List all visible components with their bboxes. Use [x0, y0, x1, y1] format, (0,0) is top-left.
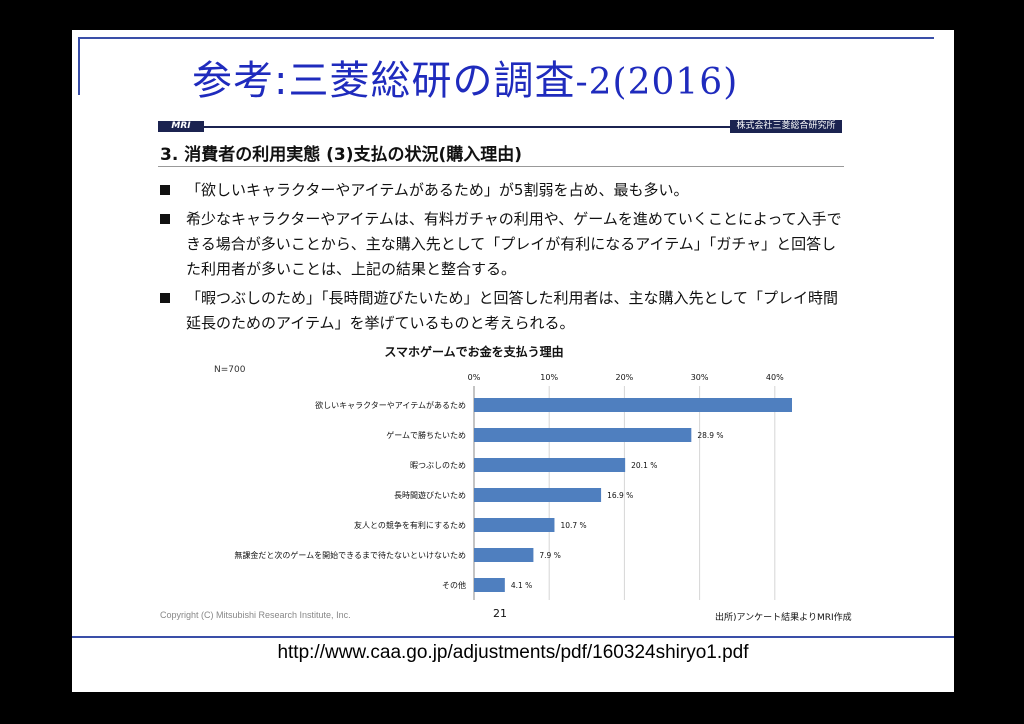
- mri-logo: MRI: [158, 121, 204, 132]
- category-label: 暇つぶしのため: [410, 461, 466, 470]
- bullet-text: 希少なキャラクターやアイテムは、有料ガチャの利用や、ゲームを進めていくことによっ…: [186, 210, 842, 278]
- x-axis-ticks: 0%10%20%30%40%50%: [468, 373, 784, 382]
- bar-value-label: 7.9 %: [539, 551, 560, 560]
- category-label: 友人との競争を有利にするため: [354, 520, 466, 530]
- square-bullet-icon: [160, 185, 170, 195]
- bar-value-label: 20.1 %: [631, 461, 657, 470]
- bar: [474, 548, 534, 562]
- bars: [474, 398, 792, 592]
- frame-bottom-line: [72, 636, 954, 638]
- source-url: http://www.caa.go.jp/adjustments/pdf/160…: [277, 642, 749, 663]
- bar-value-label: 16.9 %: [607, 491, 633, 500]
- slide: 参考:三菱総研の調査-2(2016) MRI 株式会社三菱総合研究所 3. 消費…: [72, 30, 954, 692]
- bar: [474, 458, 626, 472]
- category-label: 長時間遊びたいため: [394, 490, 466, 500]
- category-label: その他: [442, 580, 466, 590]
- bar-value-label: 28.9 %: [697, 431, 723, 440]
- value-labels: 46.6 %28.9 %20.1 %16.9 %10.7 %7.9 %4.1 %: [511, 431, 724, 590]
- slide-title-main: 参考:三菱総研の調査: [192, 58, 576, 104]
- section-heading: 3. 消費者の利用実態 (3)支払の状況(購入理由): [160, 145, 523, 165]
- slide-title: 参考:三菱総研の調査-2(2016): [192, 48, 738, 106]
- category-label: ゲームで勝ちたいため: [386, 430, 466, 440]
- slide-title-suffix: -2(2016): [575, 62, 739, 103]
- square-bullet-icon: [160, 293, 170, 303]
- chart-note: N=700: [214, 365, 246, 375]
- bar: [474, 398, 792, 412]
- x-tick-label: 0%: [468, 373, 481, 382]
- company-name: 株式会社三菱総合研究所: [730, 120, 842, 133]
- bar-chart: スマホゲームでお金を支払う理由 N=700 0%10%20%30%40%50% …: [214, 344, 792, 600]
- copyright-text: Copyright (C) Mitsubishi Research Instit…: [160, 610, 351, 620]
- x-tick-label: 40%: [766, 373, 784, 382]
- bar: [474, 488, 602, 502]
- grid-lines: [473, 386, 776, 600]
- bullet-item: 「暇つぶしのため」「長時間遊びたいため」と回答した利用者は、主な購入先として「プ…: [160, 286, 850, 336]
- category-label: 欲しいキャラクターやアイテムがあるため: [315, 400, 466, 410]
- bar: [474, 518, 555, 532]
- heading-divider: [158, 166, 844, 167]
- source-note: 出所)アンケート結果よりMRI作成: [715, 613, 852, 623]
- frame-left-line: [78, 37, 80, 95]
- header-bar: [204, 126, 730, 128]
- bullet-text: 「暇つぶしのため」「長時間遊びたいため」と回答した利用者は、主な購入先として「プ…: [186, 289, 839, 332]
- bullet-item: 「欲しいキャラクターやアイテムがあるため」が5割弱を占め、最も多い。: [160, 178, 850, 203]
- frame-top-line: [78, 37, 934, 39]
- bar-value-label: 10.7 %: [560, 521, 586, 530]
- page-number: 21: [493, 607, 507, 620]
- bullet-item: 希少なキャラクターやアイテムは、有料ガチャの利用や、ゲームを進めていくことによっ…: [160, 207, 850, 282]
- bar: [474, 578, 505, 592]
- bar: [474, 428, 692, 442]
- category-labels: 欲しいキャラクターやアイテムがあるためゲームで勝ちたいため暇つぶしのため長時間遊…: [234, 400, 466, 590]
- square-bullet-icon: [160, 214, 170, 224]
- category-label: 無課金だと次のゲームを開始できるまで待たないといけないため: [234, 550, 466, 560]
- bullet-text: 「欲しいキャラクターやアイテムがあるため」が5割弱を占め、最も多い。: [186, 181, 689, 199]
- bar-value-label: 4.1 %: [511, 581, 532, 590]
- x-tick-label: 30%: [691, 373, 709, 382]
- x-tick-label: 10%: [540, 373, 558, 382]
- x-tick-label: 20%: [616, 373, 634, 382]
- chart-title: スマホゲームでお金を支払う理由: [384, 344, 563, 359]
